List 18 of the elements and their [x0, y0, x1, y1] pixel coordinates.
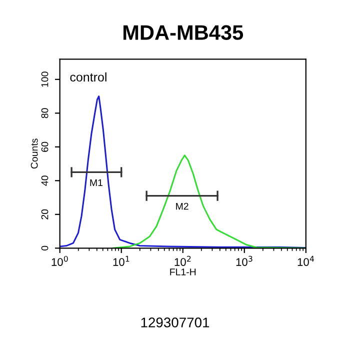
y-tick-label: 20: [41, 209, 48, 220]
y-tick-label: 40: [41, 176, 48, 186]
text: 129307701: [141, 318, 210, 328]
annotation: M1: [90, 179, 102, 186]
y-tick-label: 0: [41, 246, 48, 250]
y-tick-label: 100: [41, 72, 48, 87]
chart-title: MDA-MB435: [124, 25, 244, 40]
x-axis-title: FL1-H: [170, 268, 196, 276]
x-tick-label: 10$^{4}$: [298, 256, 314, 266]
y-tick-label: 60: [41, 142, 48, 152]
x-tick-label: 10$^{0}$: [52, 256, 68, 266]
x-tick-label: 10$^{1}$: [113, 256, 130, 266]
annotation: M2: [176, 202, 188, 210]
y-tick-label: 80: [41, 108, 48, 118]
x-tick-label: 10$^{2}$: [174, 256, 191, 266]
annotation: control: [70, 72, 106, 82]
x-tick-label: 10$^{3}$: [236, 256, 252, 266]
y-axis-title: Counts: [30, 138, 38, 169]
